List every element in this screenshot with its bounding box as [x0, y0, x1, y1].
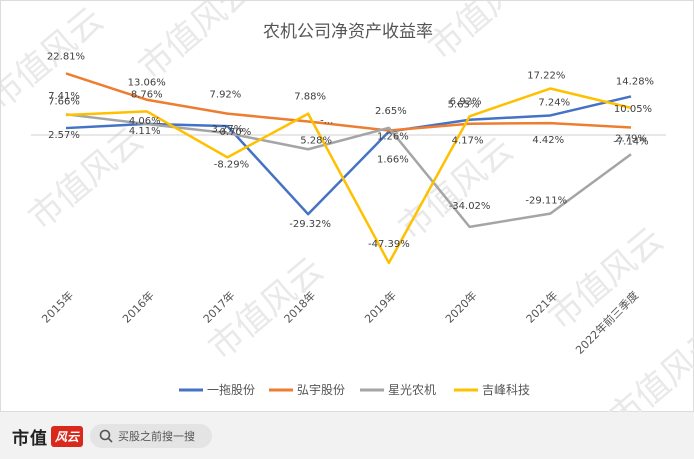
x-tick-label: 2020年: [442, 288, 479, 325]
data-label: 5.28%: [300, 135, 332, 146]
legend-label: 一拖股份: [207, 383, 255, 397]
search-box[interactable]: 买股之前搜一搜: [90, 424, 212, 448]
brand-name: 市值: [12, 428, 48, 449]
watermark-text: 市值风云: [421, 1, 551, 68]
data-label: 7.41%: [48, 91, 80, 102]
data-label: 2.57%: [48, 130, 80, 141]
data-label: -34.02%: [449, 201, 491, 212]
x-axis-labels: 2015年 2016年 2017年 2018年 2019年 2020年 2021年 2022年…: [39, 288, 641, 357]
series-line: [65, 72, 632, 132]
data-label: 0.70%: [220, 127, 252, 138]
legend-item: 星光农机: [360, 383, 436, 397]
data-label: 14.28%: [616, 76, 654, 87]
data-label: 7.88%: [294, 92, 326, 103]
legend: 一拖股份 弘宇股份 星光农机 吉峰科技: [179, 383, 530, 397]
series-line: [65, 95, 632, 216]
data-label: 7.66%: [48, 96, 80, 107]
brand-mark: 风云: [51, 425, 84, 447]
data-label: 4.11%: [129, 126, 161, 137]
data-label: -29.32%: [289, 219, 331, 230]
data-label: 5.65%: [448, 100, 480, 111]
footer-bar: 市值 风云 买股之前搜一搜: [0, 412, 694, 459]
data-label: 4.17%: [452, 136, 484, 147]
legend-item: 一拖股份: [179, 383, 255, 397]
watermark-text: 市值风云: [391, 130, 521, 248]
data-label: -29.11%: [525, 196, 567, 207]
watermark-text: 市值风云: [601, 320, 694, 413]
legend-label: 吉峰科技: [482, 383, 530, 397]
data-label: 17.22%: [527, 71, 565, 82]
brand-logo: 市值 风云: [12, 425, 84, 449]
data-label: 13.06%: [128, 78, 166, 89]
chart-card: 市值风云 市值风云 市值风云 市值风云 市值风云 市值风云 市值风云 市值风云 农机公司净资产…: [0, 0, 694, 413]
series-line: [65, 87, 632, 265]
legend-label: 星光农机: [388, 383, 436, 397]
chart-title: 农机公司净资产收益率: [263, 22, 433, 42]
legend-item: 弘宇股份: [269, 383, 345, 397]
data-label: 8.76%: [131, 89, 163, 100]
data-label: 4.06%: [129, 116, 161, 127]
data-label: 2.79%: [615, 133, 647, 144]
series-line: [65, 113, 632, 229]
data-label: -...: [320, 116, 333, 127]
x-tick-label: 2015年: [39, 288, 76, 325]
data-label: 6.92%: [450, 96, 482, 107]
data-label: 10.05%: [614, 104, 652, 115]
data-label: -47.39%: [368, 239, 410, 250]
search-placeholder: 买股之前搜一搜: [118, 430, 195, 443]
watermark-text: 市值风云: [131, 1, 261, 88]
data-label: 1.26%: [377, 132, 409, 143]
data-label: 7.24%: [538, 97, 570, 108]
x-tick-label: 2016年: [119, 288, 156, 325]
data-label: -8.29%: [214, 159, 249, 170]
data-label: 7.92%: [210, 90, 242, 101]
data-label: 22.81%: [47, 51, 85, 62]
data-label: 3.27%: [212, 124, 244, 135]
data-label: -7.14%: [613, 136, 648, 147]
data-label: 2.65%: [375, 106, 407, 117]
data-labels: 2.57% 4.11% 3.27% -29.32% 1.26% 5.65% 7.24% 14.…: [47, 51, 654, 250]
data-label: 1.66%: [377, 155, 409, 166]
x-tick-label: 2019年: [362, 288, 399, 325]
legend-item: 吉峰科技: [454, 383, 530, 397]
search-icon: [99, 429, 113, 443]
series-lines: [65, 72, 632, 265]
data-label: 4.42%: [532, 135, 564, 146]
legend-label: 弘宇股份: [297, 383, 345, 397]
watermark-text: 市值风云: [21, 120, 151, 238]
